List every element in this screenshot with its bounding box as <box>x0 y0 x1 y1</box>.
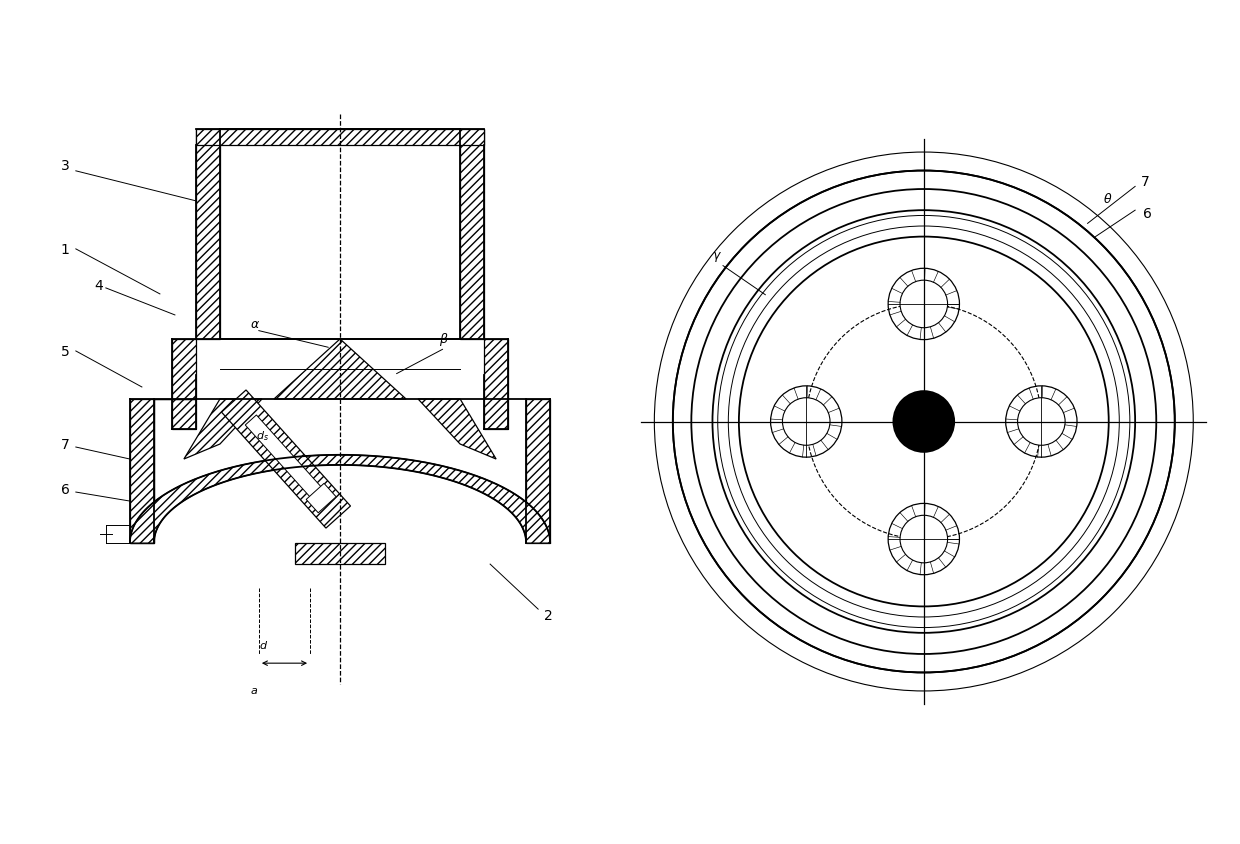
Circle shape <box>673 171 1174 673</box>
Text: 7: 7 <box>1141 175 1149 189</box>
Polygon shape <box>484 339 508 430</box>
Circle shape <box>1018 398 1065 446</box>
Polygon shape <box>172 339 196 430</box>
Polygon shape <box>246 415 326 504</box>
Text: $d$: $d$ <box>259 638 268 651</box>
Polygon shape <box>184 399 262 459</box>
Polygon shape <box>274 339 405 399</box>
Text: $\gamma$: $\gamma$ <box>713 250 723 263</box>
Text: $a$: $a$ <box>250 685 258 695</box>
Circle shape <box>900 516 947 563</box>
Text: 2: 2 <box>544 609 553 622</box>
Polygon shape <box>306 484 336 513</box>
Text: $\beta$: $\beta$ <box>439 331 449 348</box>
Circle shape <box>893 392 955 452</box>
Circle shape <box>782 398 830 446</box>
Polygon shape <box>222 391 351 528</box>
Text: 7: 7 <box>61 437 69 452</box>
Polygon shape <box>130 399 196 544</box>
Polygon shape <box>295 544 386 565</box>
Polygon shape <box>418 399 496 459</box>
Polygon shape <box>130 455 551 544</box>
Polygon shape <box>196 130 219 339</box>
Text: 6: 6 <box>1143 207 1152 220</box>
Polygon shape <box>130 399 154 544</box>
Text: 3: 3 <box>61 159 69 173</box>
Text: 4: 4 <box>94 279 103 293</box>
Text: $\alpha$: $\alpha$ <box>250 317 260 331</box>
Circle shape <box>900 281 947 328</box>
Polygon shape <box>196 130 484 146</box>
Text: $\theta$: $\theta$ <box>1104 192 1112 206</box>
Polygon shape <box>526 399 551 544</box>
Polygon shape <box>460 130 484 339</box>
Text: 6: 6 <box>61 483 69 496</box>
Circle shape <box>739 237 1109 607</box>
Text: 5: 5 <box>61 344 69 359</box>
Text: 1: 1 <box>61 242 69 257</box>
Text: $d_s$: $d_s$ <box>255 429 269 442</box>
